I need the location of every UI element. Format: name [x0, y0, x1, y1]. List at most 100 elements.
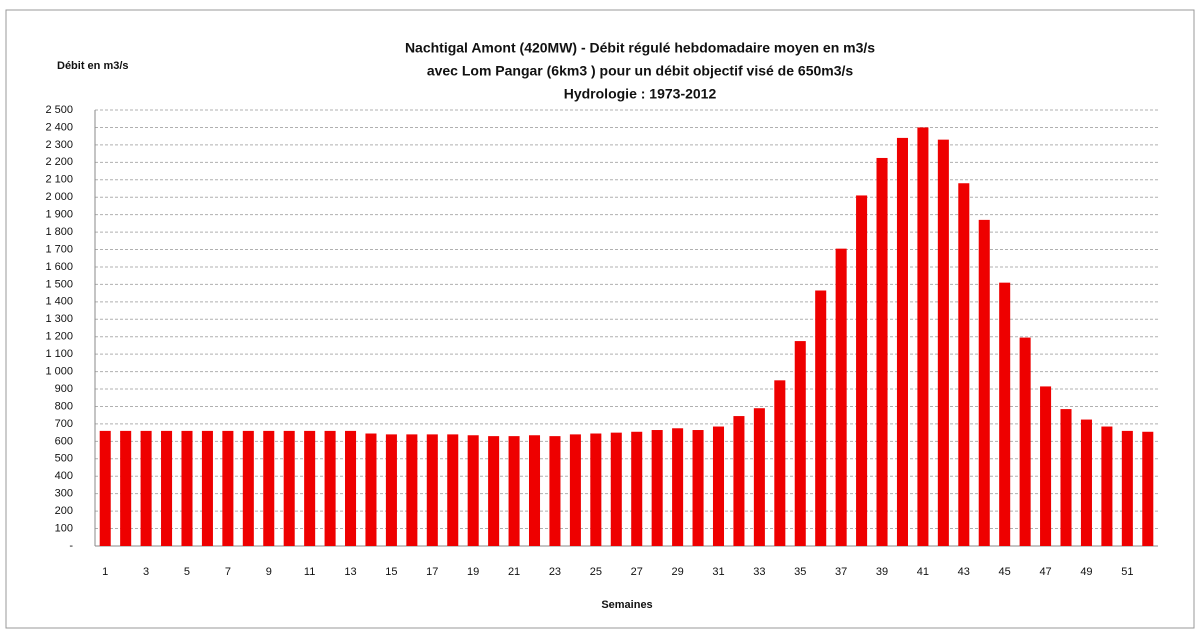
x-tick-label: 49	[1080, 566, 1092, 578]
y-tick-label: 1 700	[45, 243, 73, 255]
bar	[365, 433, 377, 546]
x-tick-label: 33	[753, 566, 765, 578]
bar	[610, 432, 622, 546]
bar	[978, 219, 990, 546]
bar	[549, 436, 561, 546]
x-tick-label: 35	[794, 566, 806, 578]
y-tick-label: 1 200	[45, 331, 73, 343]
x-tick-label: 47	[1039, 566, 1051, 578]
bar	[201, 430, 213, 546]
x-tick-label: 25	[590, 566, 602, 578]
x-tick-label: 43	[958, 566, 970, 578]
y-tick-label: 600	[55, 435, 73, 447]
y-tick-label: 700	[55, 418, 73, 430]
bar	[1060, 409, 1072, 546]
bar	[426, 434, 438, 546]
y-tick-label: 2 100	[45, 174, 73, 186]
bar	[345, 430, 357, 546]
bar	[692, 430, 704, 546]
x-tick-label: 9	[266, 566, 272, 578]
y-tick-label: 1 400	[45, 296, 73, 308]
bar	[222, 430, 234, 546]
x-tick-label: 41	[917, 566, 929, 578]
y-tick-label: 1 600	[45, 261, 73, 273]
bar	[528, 435, 541, 546]
x-tick-label: 27	[631, 566, 643, 578]
bar	[1040, 386, 1052, 546]
bar	[304, 430, 316, 546]
bar	[896, 137, 908, 547]
x-tick-label: 51	[1121, 566, 1133, 578]
bar	[733, 416, 745, 546]
bar	[1101, 426, 1113, 546]
bar	[569, 434, 581, 546]
x-tick-label: 45	[999, 566, 1011, 578]
y-tick-label: 200	[55, 505, 73, 517]
x-tick-label: 29	[671, 566, 683, 578]
x-tick-label: 11	[304, 566, 315, 578]
bar	[937, 139, 949, 546]
bar	[672, 428, 684, 546]
bar	[324, 430, 336, 546]
y-tick-label: 1 000	[45, 366, 73, 378]
x-tick-label: 17	[426, 566, 438, 578]
y-tick-label: 1 800	[45, 226, 73, 238]
y-tick-label: 2 300	[45, 139, 73, 151]
y-tick-label: 500	[55, 453, 73, 465]
y-tick-label: 100	[55, 522, 73, 534]
y-tick-label: 300	[55, 488, 73, 500]
x-tick-label: 1	[102, 566, 108, 578]
bar	[774, 380, 786, 546]
bar	[876, 157, 888, 546]
bar	[120, 430, 132, 546]
bar	[181, 430, 193, 546]
bar	[958, 183, 970, 547]
bar	[508, 436, 520, 546]
y-axis-label: Débit en m3/s	[57, 60, 129, 72]
x-axis-label: Semaines	[601, 599, 652, 611]
bar	[1121, 430, 1133, 546]
bar	[99, 430, 111, 546]
bar	[467, 435, 479, 546]
x-tick-label: 23	[549, 566, 561, 578]
y-tick-label: 1 500	[45, 278, 73, 290]
x-tick-label: 31	[712, 566, 724, 578]
x-tick-label: 37	[835, 566, 847, 578]
x-tick-label: 7	[225, 566, 231, 578]
y-tick-label: 2 500	[45, 104, 73, 116]
y-tick-label: 1 100	[45, 348, 73, 360]
bar	[999, 282, 1011, 546]
bar	[917, 127, 929, 546]
bar	[161, 430, 173, 546]
bar	[631, 431, 643, 546]
x-tick-label: 15	[385, 566, 397, 578]
y-tick-label: 1 300	[45, 313, 73, 325]
bar	[712, 426, 725, 546]
bar	[794, 341, 806, 546]
x-tick-label: 19	[467, 566, 479, 578]
bar	[1080, 419, 1092, 546]
x-tick-label: 21	[508, 566, 520, 578]
y-tick-label: 800	[55, 400, 73, 412]
x-tick-label: 13	[344, 566, 356, 578]
y-tick-label: 2 400	[45, 121, 73, 133]
bar	[406, 434, 418, 546]
y-tick-label: 1 900	[45, 209, 73, 221]
y-tick-label: 900	[55, 383, 73, 395]
bar	[651, 430, 663, 546]
bar	[283, 430, 295, 546]
y-tick-label: 2 000	[45, 191, 73, 203]
y-tick-label: -	[69, 540, 73, 552]
chart-title: Nachtigal Amont (420MW) - Débit régulé h…	[405, 40, 875, 56]
x-tick-label: 5	[184, 566, 190, 578]
bar	[242, 430, 254, 546]
bar	[263, 430, 275, 546]
bar	[815, 290, 827, 546]
x-tick-label: 3	[143, 566, 149, 578]
chart-title: avec Lom Pangar (6km3 ) pour un débit ob…	[427, 63, 854, 79]
bar	[140, 430, 152, 546]
bar	[753, 408, 765, 546]
bar	[1142, 431, 1154, 546]
